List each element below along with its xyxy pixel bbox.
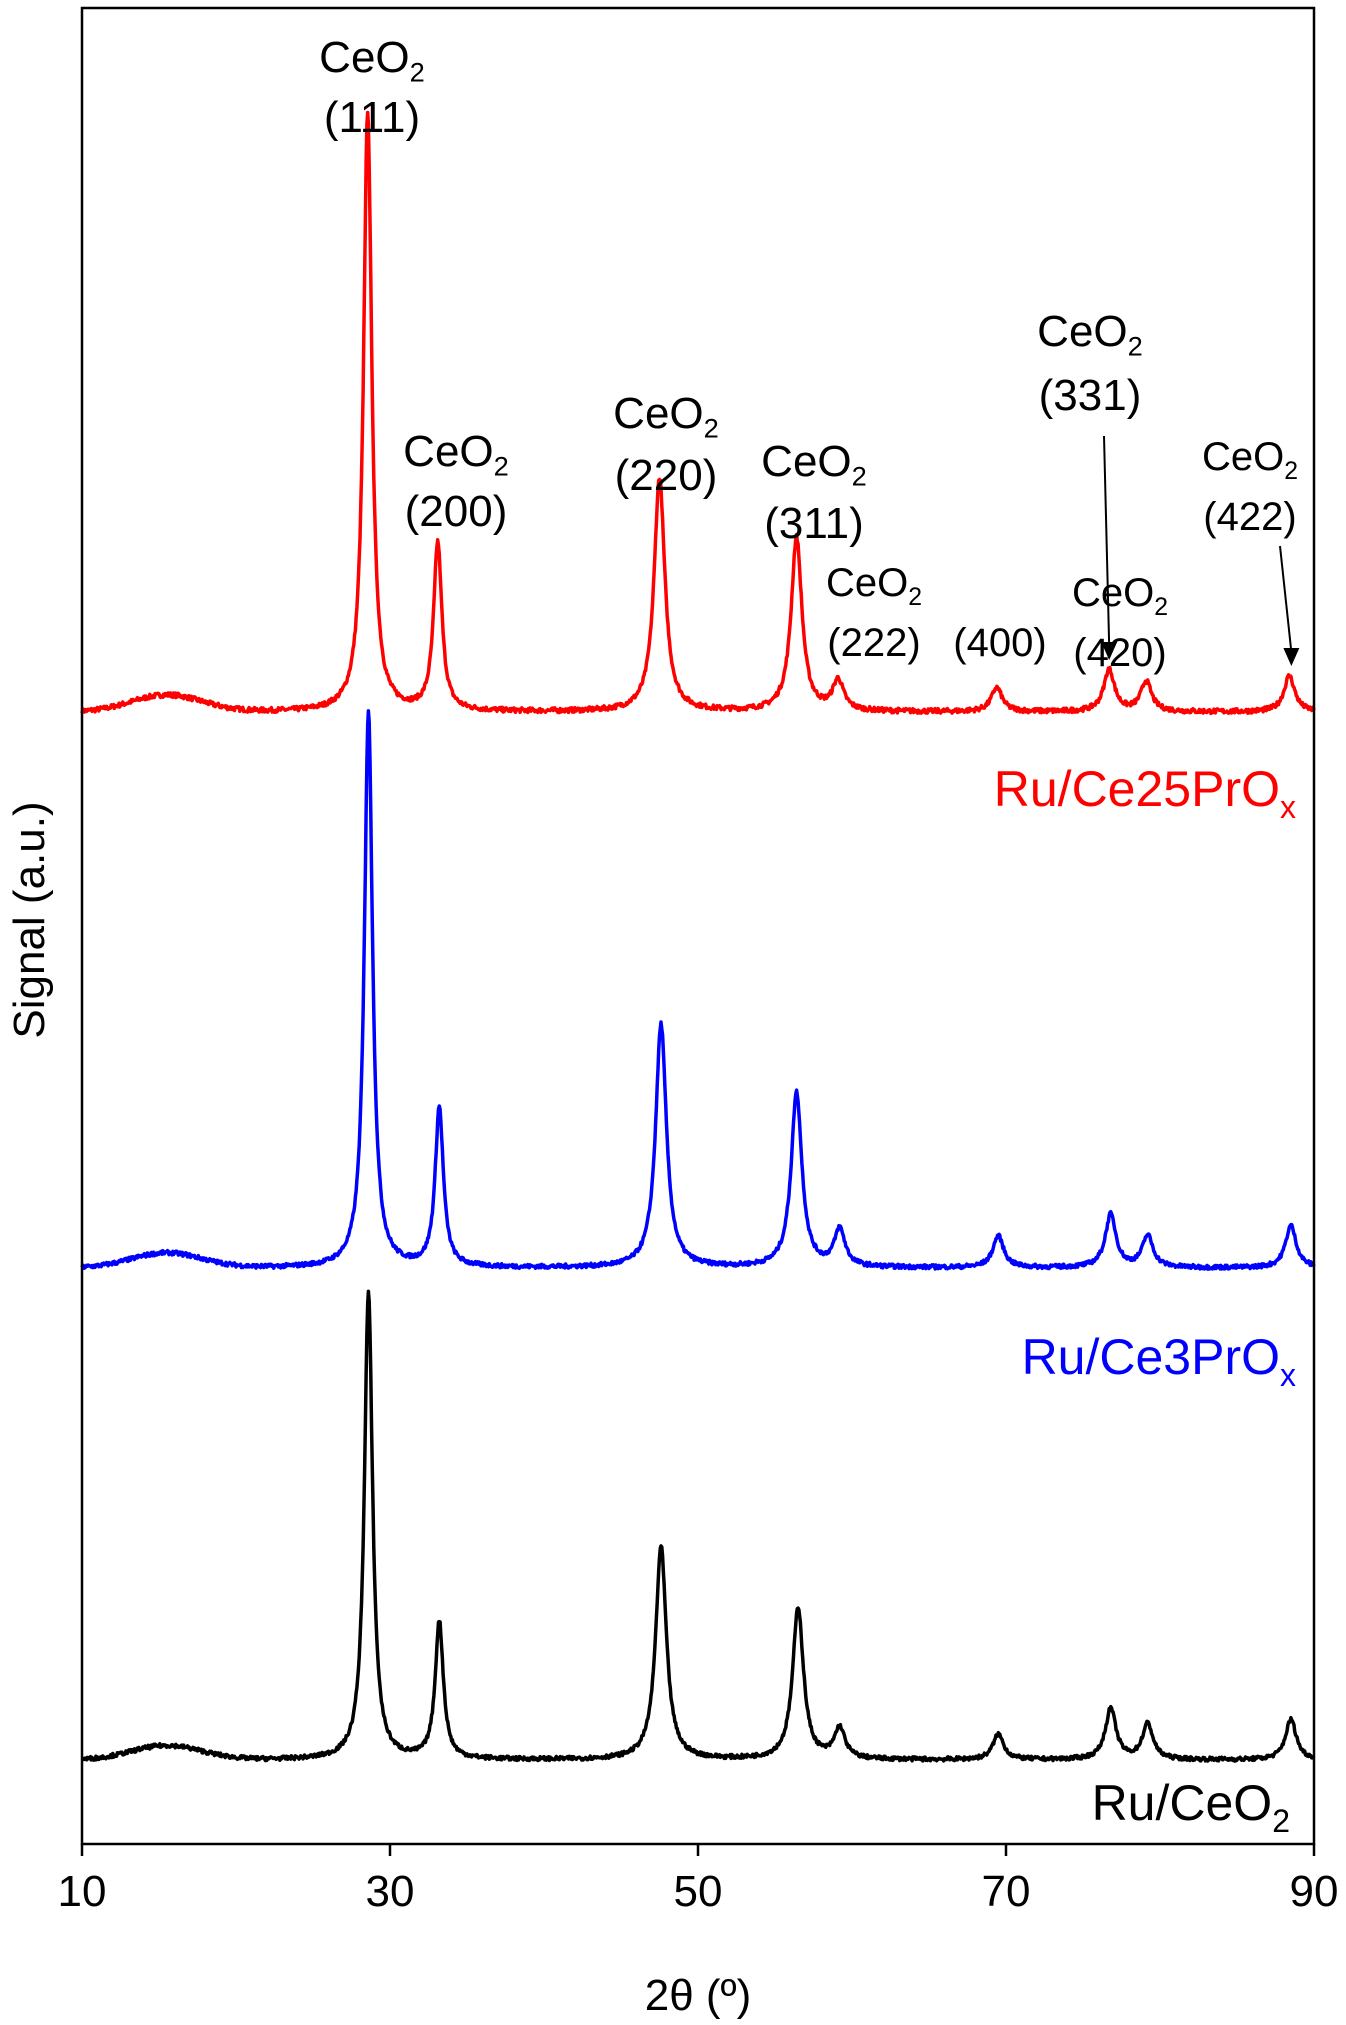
annotation-422: CeO2 (422) [1202, 435, 1300, 666]
y-axis-label: Signal (a.u.) [5, 801, 54, 1038]
annotation-222: CeO2 (222) [826, 561, 922, 665]
annotation-compound: CeO2 [1202, 435, 1298, 485]
annotation-compound: CeO2 [826, 561, 922, 611]
annotation-hkl: (422) [1203, 495, 1296, 539]
annotation-hkl: (400) [953, 621, 1046, 665]
series-line-3 [80, 110, 1316, 716]
annotation-hkl: (331) [1039, 371, 1142, 420]
annotation-compound: CeO2 [613, 389, 719, 444]
annotation-400: (400) [953, 621, 1046, 665]
series-layer [80, 110, 1316, 1763]
series-label-1: Ru/Ce25PrOx [994, 761, 1296, 825]
annotation-200: CeO2 (200) [403, 427, 509, 536]
x-axis-label: 2θ (º) [645, 1971, 752, 2020]
annotation-compound: CeO2 [1037, 307, 1143, 362]
x-tick-label-30: 30 [366, 1867, 415, 1916]
annotation-420: CeO2 (420) [1072, 571, 1168, 675]
peak-annotations: CeO2(111)CeO2(200)CeO2(220) CeO2(311)CeO2… [319, 33, 1300, 675]
x-tick-label-50: 50 [674, 1867, 723, 1916]
annotation-111: CeO2 (111) [319, 33, 425, 142]
series-label-3: Ru/CeO2 [1092, 1775, 1290, 1839]
x-tick-label-10: 10 [58, 1867, 107, 1916]
series-labels: Ru/Ce25PrOx Ru/Ce3PrOx Ru/CeO2 [994, 761, 1296, 1839]
annotation-hkl: (420) [1073, 631, 1166, 675]
annotation-arrow-line [1103, 435, 1111, 647]
annotation-compound: CeO2 [403, 427, 509, 482]
series-line-2 [80, 709, 1316, 1271]
annotation-331: CeO2 (331) [1037, 307, 1143, 660]
annotation-compound: CeO2 [761, 437, 867, 492]
x-tick-label-70: 70 [982, 1867, 1031, 1916]
annotation-hkl: (111) [324, 93, 420, 142]
series-label-2: Ru/Ce3PrOx [1022, 1329, 1296, 1393]
annotation-220: CeO2 (220) [613, 389, 719, 500]
annotation-arrow-head [1283, 648, 1300, 666]
annotation-arrow-line [1279, 545, 1293, 653]
series-line-1 [81, 1289, 1316, 1763]
annotation-compound: CeO2 [319, 33, 425, 88]
annotation-hkl: (200) [405, 487, 508, 536]
annotation-hkl: (222) [827, 621, 920, 665]
annotation-arrow-head [1101, 642, 1118, 660]
x-tick-label-90: 90 [1290, 1867, 1339, 1916]
annotation-hkl: (311) [764, 499, 863, 548]
annotation-hkl: (220) [615, 451, 718, 500]
annotation-compound: CeO2 [1072, 571, 1168, 621]
annotation-311: CeO2 (311) [761, 437, 867, 548]
plot-frame [80, 6, 1316, 1846]
x-axis-ticks: 10 30 50 70 90 [58, 1844, 1339, 1916]
